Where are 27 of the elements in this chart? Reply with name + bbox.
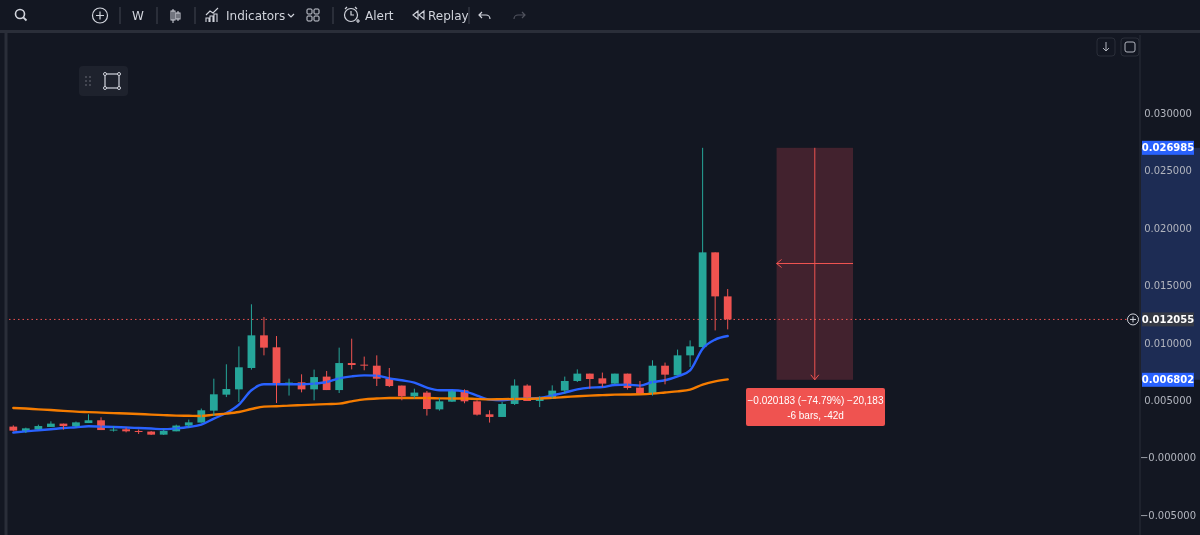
y-tick-label: 0.010000 [1144, 337, 1192, 349]
y-tick-label: −0.005000 [1139, 509, 1197, 521]
y-tick-label: 0.030000 [1144, 107, 1192, 119]
y-tick-label: 0.026985 [1141, 142, 1195, 154]
text: -6 bars, -42d [787, 410, 844, 421]
y-tick-label: 0.020000 [1144, 222, 1192, 234]
text: W [132, 9, 145, 23]
text: Alert [365, 9, 394, 23]
y-tick-label: 0.006802 [1141, 374, 1195, 386]
candlestick [209, 378, 218, 417]
y-tick-label: −0.000000 [1139, 452, 1197, 464]
candlestick [159, 428, 168, 436]
y-tick-label: 0.025000 [1144, 165, 1192, 177]
y-tick-label: 0.015000 [1144, 280, 1192, 292]
text: −0.020183 (−74.79%) −20,183 [747, 395, 884, 406]
text: Indicators [226, 9, 286, 23]
line-series [12, 378, 729, 418]
candlestick [347, 338, 356, 370]
ref-line-label: 0.012055 [1141, 313, 1195, 325]
line-series [12, 334, 729, 434]
candlestick [184, 419, 193, 429]
candlestick [9, 424, 18, 432]
candlestick [222, 363, 231, 398]
text: Replay [428, 9, 469, 23]
y-tick-label: 0.005000 [1144, 395, 1192, 407]
candlestick [560, 376, 569, 395]
candlestick [598, 372, 607, 388]
